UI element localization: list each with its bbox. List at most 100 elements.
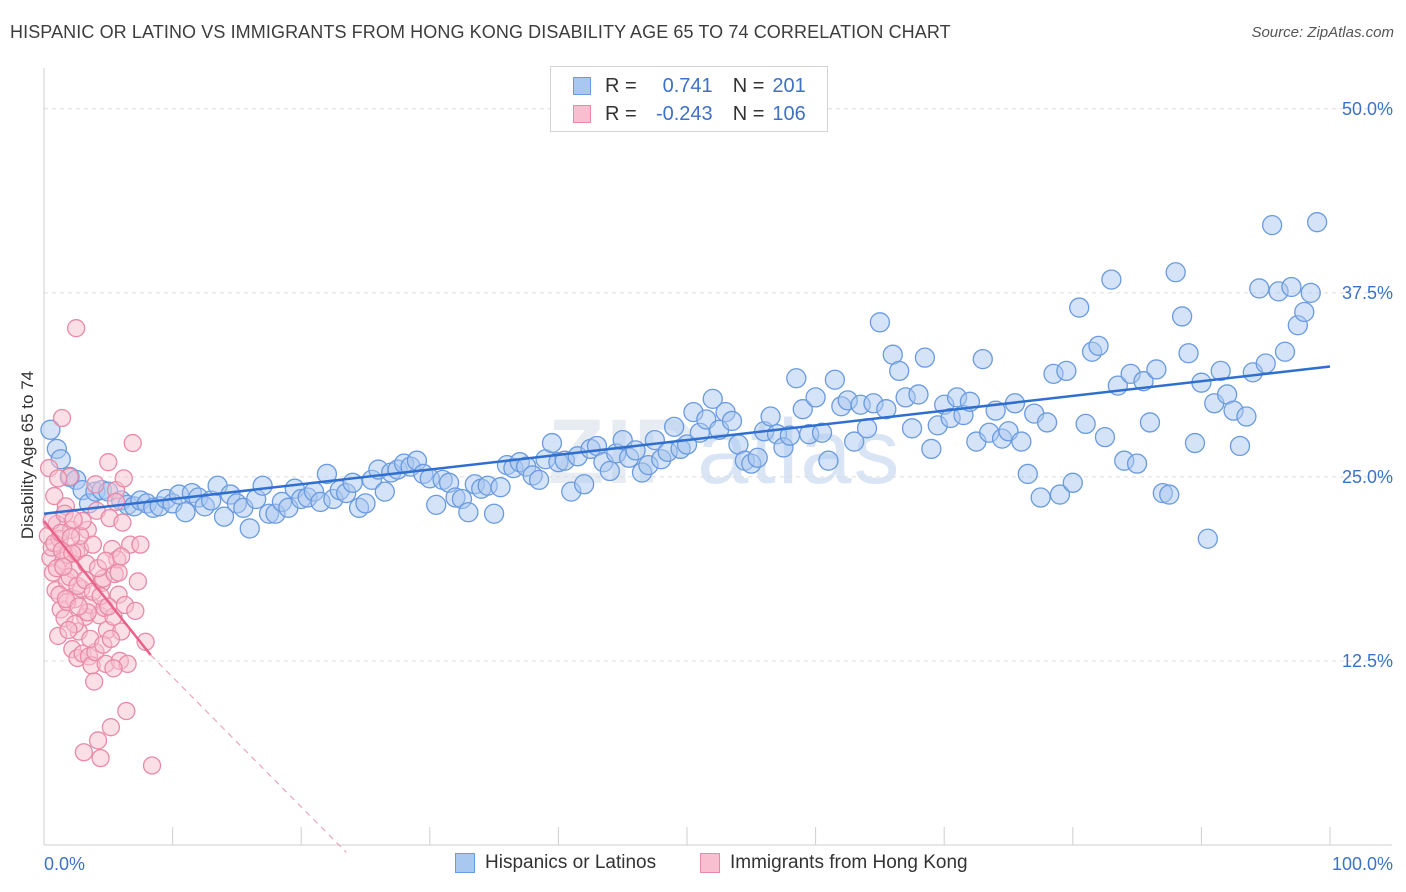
point-hispanics	[869, 312, 891, 333]
point-hongkong	[48, 469, 68, 488]
point-hongkong	[104, 659, 123, 678]
point-hispanics	[921, 438, 942, 460]
legend-r-label: R =	[605, 102, 637, 125]
point-hongkong	[101, 629, 121, 649]
point-hispanics	[1184, 432, 1206, 454]
point-hispanics	[541, 432, 563, 454]
point-hongkong	[91, 748, 110, 768]
legend-n-label: N =	[732, 74, 765, 97]
point-hongkong	[88, 731, 108, 750]
point-hispanics	[1178, 343, 1199, 364]
point-hispanics	[374, 481, 395, 502]
point-hispanics	[528, 469, 550, 490]
point-hispanics	[1197, 528, 1218, 549]
point-hispanics	[1274, 341, 1296, 362]
legend-swatch-pink	[573, 105, 591, 123]
point-hongkong	[74, 743, 94, 762]
point-hongkong	[101, 718, 121, 737]
tick-labels: 12.5% 25.0% 37.5% 50.0% 0.0% 100.0%	[44, 99, 1393, 874]
series-hispanics-points	[40, 212, 1328, 549]
axes	[43, 68, 1392, 846]
point-hongkong	[83, 535, 103, 554]
point-hongkong	[123, 433, 142, 453]
point-hispanics	[1088, 335, 1109, 357]
point-hispanics	[824, 369, 846, 390]
x-tick-label: 100.0%	[1332, 854, 1393, 874]
point-hispanics	[876, 399, 897, 420]
point-hispanics	[702, 388, 723, 410]
point-hispanics	[818, 450, 839, 471]
x-tick-label: 0.0%	[44, 854, 85, 874]
point-hispanics	[786, 368, 807, 389]
point-hongkong	[85, 672, 104, 691]
point-hongkong	[106, 492, 126, 512]
y-tick-label: 12.5%	[1342, 651, 1393, 671]
point-hispanics	[342, 472, 363, 493]
legend-swatch-blue	[573, 77, 591, 95]
legend-label-hispanics: Hispanics or Latinos	[485, 852, 657, 873]
point-hispanics	[1101, 269, 1122, 290]
gridlines	[44, 108, 1392, 662]
point-hongkong	[114, 469, 133, 488]
point-hispanics	[483, 503, 505, 524]
point-hispanics	[355, 493, 376, 514]
point-hispanics	[252, 475, 273, 496]
y-axis-label: Disability Age 65 to 74	[18, 371, 37, 539]
trendline-hongkong	[43, 520, 152, 656]
legend-r-value-pink: -0.243	[655, 102, 713, 125]
legend-r-value-blue: 0.741	[662, 74, 713, 97]
point-hispanics	[1139, 412, 1161, 433]
point-hispanics	[1056, 360, 1077, 382]
point-hispanics	[316, 463, 338, 485]
point-hispanics	[1236, 406, 1257, 427]
legend-label-hongkong: Immigrants from Hong Kong	[730, 852, 968, 873]
legend-row-blue: R = 0.741 N = 201	[573, 73, 806, 99]
point-hispanics	[1281, 276, 1302, 298]
point-hispanics	[760, 406, 781, 427]
point-hongkong	[117, 701, 136, 721]
point-hongkong	[99, 453, 118, 472]
point-hongkong	[142, 756, 162, 775]
point-hispanics	[213, 506, 235, 527]
y-tick-label: 25.0%	[1342, 467, 1393, 487]
point-hispanics	[1133, 371, 1154, 392]
point-hongkong	[112, 547, 131, 566]
chart-source: Source: ZipAtlas.com	[1251, 24, 1394, 41]
legend-n-value-pink: 106	[772, 102, 806, 125]
point-hispanics	[1062, 472, 1083, 493]
legend-item-hongkong: Immigrants from Hong Kong	[700, 852, 968, 874]
point-hongkong	[126, 601, 145, 621]
legend-swatch-hispanics	[455, 853, 475, 873]
legend-swatch-hongkong	[700, 853, 720, 873]
point-hongkong	[113, 513, 132, 532]
point-hispanics	[1126, 453, 1148, 474]
legend-item-hispanics: Hispanics or Latinos	[455, 852, 656, 874]
point-hispanics	[889, 360, 910, 382]
point-hispanics	[458, 502, 479, 523]
point-hispanics	[1294, 301, 1315, 323]
point-hispanics	[1306, 212, 1328, 233]
point-hispanics	[1255, 353, 1276, 374]
legend-n-value-blue: 201	[772, 74, 806, 97]
point-hispanics	[1011, 431, 1032, 452]
point-hongkong	[67, 319, 86, 338]
point-hongkong	[86, 475, 105, 494]
point-hispanics	[1030, 487, 1051, 508]
point-hispanics	[914, 347, 936, 368]
legend-row-pink: R = -0.243 N = 106	[573, 101, 806, 127]
point-hispanics	[625, 440, 646, 461]
point-hispanics	[721, 410, 743, 432]
point-hispanics	[811, 422, 833, 443]
point-hispanics	[747, 447, 768, 468]
point-hongkong	[61, 528, 81, 547]
y-tick-label: 50.0%	[1342, 99, 1393, 119]
point-hispanics	[805, 387, 826, 408]
series-hongkong-points	[38, 319, 162, 775]
point-hongkong	[69, 597, 88, 616]
point-hispanics	[844, 431, 865, 452]
point-hispanics	[908, 384, 929, 405]
point-hongkong	[59, 620, 78, 640]
point-hispanics	[239, 518, 260, 539]
point-hispanics	[972, 348, 993, 370]
